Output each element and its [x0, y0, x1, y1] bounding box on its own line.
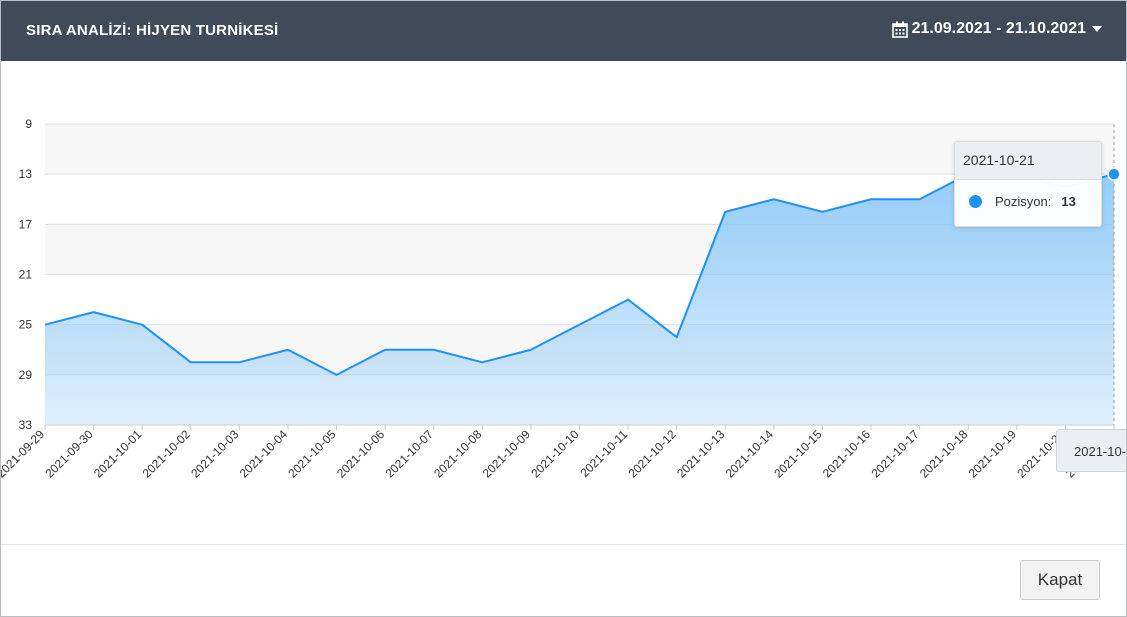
x-tick-label: 2021-10-06 [334, 427, 388, 481]
x-tick-label: 2021-10-12 [625, 427, 679, 481]
date-range-picker[interactable]: 21.09.2021 - 21.10.2021 [891, 20, 1102, 38]
modal-header: SIRA ANALİZİ: HİJYEN TURNİKESİ 21.09.202… [1, 1, 1126, 61]
x-tick-label: 2021-10-16 [820, 427, 874, 481]
y-tick-label: 13 [19, 167, 33, 181]
x-tick-label: 2021-10-13 [674, 427, 728, 481]
x-tick-label: 2021-10-08 [431, 427, 485, 481]
x-tick-label: 2021-10-18 [917, 427, 971, 481]
y-tick-label: 21 [19, 268, 33, 282]
data-point-marker [1107, 167, 1121, 181]
x-tick-label: 2021-10-05 [285, 427, 339, 481]
footer-divider [1, 544, 1126, 545]
series-area [45, 174, 1114, 425]
x-tick-label: 2021-10-01 [91, 427, 145, 481]
tooltip-series-label: Pozisyon: [995, 194, 1052, 209]
y-tick-label: 17 [19, 217, 33, 231]
series-marker-icon [969, 195, 982, 208]
x-tick-label: 2021-09-30 [42, 427, 96, 481]
close-button[interactable]: Kapat [1020, 560, 1100, 600]
x-tick-label: 2021-10-17 [868, 427, 922, 481]
x-tick-label: 2021-09-29 [1, 427, 47, 481]
x-tick-label: 2021-10-10 [528, 427, 582, 481]
crosshair-x-label: 2021-10-21 [1056, 429, 1126, 472]
position-chart: 91317212529332021-09-292021-09-302021-10… [1, 117, 1121, 481]
x-tick-label: 2021-10-02 [140, 427, 194, 481]
x-tick-label: 2021-10-09 [480, 427, 534, 481]
grid-band [45, 124, 1114, 175]
caret-down-icon [1092, 26, 1102, 32]
x-tick-label: 2021-10-19 [966, 427, 1020, 481]
y-tick-label: 33 [19, 418, 33, 432]
x-tick-label: 2021-10-11 [578, 427, 631, 480]
series-line [44, 173, 1115, 376]
modal-title: SIRA ANALİZİ: HİJYEN TURNİKESİ [26, 22, 279, 39]
x-tick-label: 2021-10-14 [723, 427, 777, 481]
tooltip-date: 2021-10-21 [955, 142, 1101, 180]
x-tick-label: 2021-10-03 [188, 427, 242, 481]
y-tick-label: 25 [19, 318, 33, 332]
calendar-icon [891, 21, 908, 38]
x-tick-label: 2021-10-04 [237, 427, 291, 481]
y-tick-label: 9 [25, 117, 32, 131]
x-tick-label: 2021-10-07 [383, 427, 437, 481]
date-range-text: 21.09.2021 - 21.10.2021 [911, 20, 1086, 37]
y-tick-label: 29 [19, 368, 33, 382]
x-tick-label: 2021-10-15 [771, 427, 825, 481]
chart-tooltip: 2021-10-21 Pozisyon: 13 [954, 141, 1102, 227]
tooltip-value: 13 [1061, 194, 1076, 209]
